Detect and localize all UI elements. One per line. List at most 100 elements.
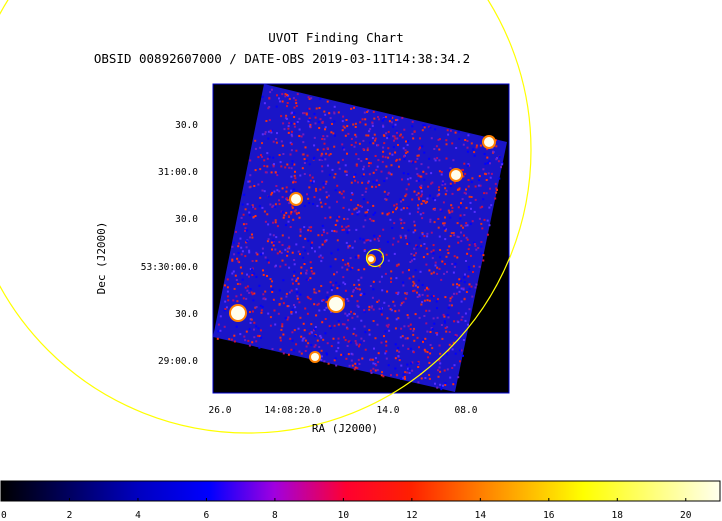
noise-pixel xyxy=(239,333,242,336)
noise-pixel xyxy=(404,297,407,300)
noise-pixel xyxy=(455,334,458,337)
noise-pixel xyxy=(362,168,365,171)
noise-pixel xyxy=(340,353,343,356)
noise-pixel xyxy=(293,329,296,332)
noise-pixel xyxy=(387,259,390,262)
colorbar-tick-label: 0 xyxy=(1,510,7,521)
noise-pixel xyxy=(310,323,313,326)
noise-pixel xyxy=(333,105,336,108)
noise-pixel xyxy=(387,323,390,326)
noise-pixel xyxy=(436,272,439,275)
noise-pixel xyxy=(334,173,337,176)
noise-pixel xyxy=(394,123,397,126)
noise-pixel xyxy=(355,135,358,138)
noise-pixel xyxy=(372,110,375,113)
noise-pixel xyxy=(269,91,272,94)
noise-pixel xyxy=(232,299,235,302)
noise-pixel xyxy=(387,172,390,175)
noise-pixel xyxy=(323,138,326,141)
noise-pixel xyxy=(471,177,474,180)
noise-pixel xyxy=(400,302,403,305)
noise-pixel xyxy=(307,197,310,200)
noise-pixel xyxy=(341,225,343,228)
noise-pixel xyxy=(318,198,321,201)
target-circle xyxy=(365,248,385,268)
noise-pixel xyxy=(438,148,441,151)
noise-pixel xyxy=(365,239,368,242)
noise-pixel xyxy=(302,141,305,144)
noise-pixel xyxy=(458,130,461,133)
noise-pixel xyxy=(414,160,417,163)
noise-pixel xyxy=(397,291,400,294)
noise-pixel xyxy=(400,200,402,203)
noise-pixel xyxy=(232,241,235,244)
noise-pixel xyxy=(381,119,384,122)
noise-pixel xyxy=(286,102,289,104)
noise-pixel xyxy=(430,182,433,185)
noise-pixel xyxy=(270,241,273,244)
noise-pixel xyxy=(322,182,325,185)
noise-pixel xyxy=(309,229,312,232)
noise-pixel xyxy=(282,216,285,219)
noise-pixel xyxy=(299,293,302,296)
noise-pixel xyxy=(422,200,425,202)
noise-pixel xyxy=(342,206,345,209)
noise-pixel xyxy=(301,167,304,170)
noise-pixel xyxy=(375,168,378,171)
noise-pixel xyxy=(419,137,421,140)
noise-pixel xyxy=(402,281,405,284)
noise-pixel xyxy=(459,279,462,282)
noise-pixel xyxy=(346,231,349,234)
noise-pixel xyxy=(324,318,327,320)
noise-pixel xyxy=(261,142,263,145)
noise-pixel xyxy=(442,313,445,316)
noise-pixel xyxy=(412,256,415,259)
noise-pixel xyxy=(464,312,467,315)
noise-pixel xyxy=(401,335,404,338)
noise-pixel xyxy=(424,124,427,127)
noise-pixel xyxy=(326,342,329,345)
noise-pixel xyxy=(272,140,275,143)
noise-pixel xyxy=(364,219,367,222)
noise-pixel xyxy=(453,181,456,184)
noise-pixel xyxy=(288,202,291,205)
noise-pixel xyxy=(291,205,294,208)
noise-pixel xyxy=(421,217,424,220)
noise-pixel xyxy=(483,153,486,155)
noise-pixel xyxy=(298,216,301,219)
noise-pixel xyxy=(432,295,435,297)
noise-pixel xyxy=(422,170,425,173)
noise-pixel xyxy=(281,100,284,103)
noise-pixel xyxy=(366,211,368,214)
noise-pixel xyxy=(455,147,458,149)
noise-pixel xyxy=(444,327,447,329)
noise-pixel xyxy=(400,222,403,225)
noise-pixel xyxy=(363,325,366,328)
noise-pixel xyxy=(321,224,324,227)
noise-pixel xyxy=(293,122,296,125)
noise-pixel xyxy=(367,109,370,112)
noise-pixel xyxy=(344,339,347,342)
noise-pixel xyxy=(428,374,431,376)
noise-pixel xyxy=(348,229,351,232)
noise-pixel xyxy=(323,231,325,234)
noise-pixel xyxy=(242,223,245,226)
noise-pixel xyxy=(280,165,283,168)
noise-pixel xyxy=(359,237,362,240)
colorbar-tick-label: 20 xyxy=(680,510,692,521)
noise-pixel xyxy=(417,154,420,157)
noise-pixel xyxy=(305,269,308,272)
noise-pixel xyxy=(388,172,391,175)
noise-pixel xyxy=(282,352,285,355)
noise-pixel xyxy=(253,328,255,331)
noise-pixel xyxy=(488,160,491,163)
noise-pixel xyxy=(426,197,429,200)
noise-pixel xyxy=(469,222,472,225)
noise-pixel xyxy=(364,123,367,126)
noise-pixel xyxy=(377,116,379,118)
noise-pixel xyxy=(347,132,350,135)
noise-pixel xyxy=(302,256,305,259)
noise-pixel xyxy=(454,335,457,338)
noise-pixel xyxy=(426,232,429,235)
noise-pixel xyxy=(308,117,311,120)
